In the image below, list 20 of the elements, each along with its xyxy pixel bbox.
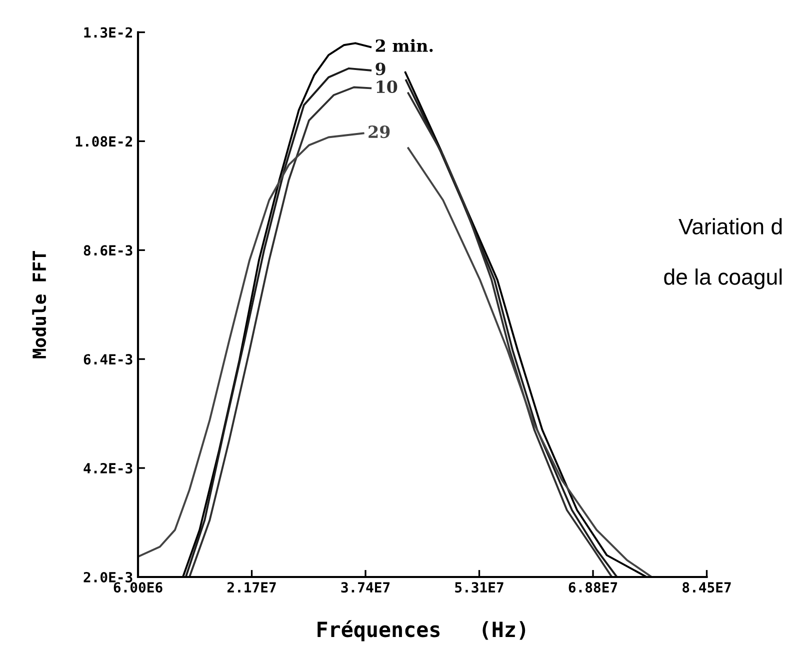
y-tick-label: 8.6E-3 <box>84 245 132 256</box>
x-tick-label: 3.74E7 <box>341 582 390 593</box>
y-tick-label: 1.08E-2 <box>76 136 132 147</box>
y-tick-label: 1.3E-2 <box>84 27 132 38</box>
y-tick-label: 4.2E-3 <box>84 463 132 474</box>
series-label: 2 min. <box>376 39 433 52</box>
y-tick-label: 6.4E-3 <box>84 354 132 365</box>
series-label: 9 <box>376 62 386 76</box>
x-tick-label: 8.45E7 <box>682 582 731 593</box>
y-tick-label: 2.0E-3 <box>84 572 132 582</box>
x-tick-label: 6.88E7 <box>568 582 618 593</box>
y-axis-title: Module FFT <box>32 251 46 358</box>
series-label: 29 <box>368 126 390 138</box>
series-label: 10 <box>376 80 398 94</box>
annotation: de la coagul <box>664 268 782 290</box>
annotation: Variation d <box>678 218 782 234</box>
x-tick-label: 5.31E7 <box>455 582 504 593</box>
x-tick-label: 2.17E7 <box>227 582 276 592</box>
x-axis-title: Fréquences (Hz) <box>318 620 526 642</box>
x-tick-label: 6.00E6 <box>114 582 162 593</box>
